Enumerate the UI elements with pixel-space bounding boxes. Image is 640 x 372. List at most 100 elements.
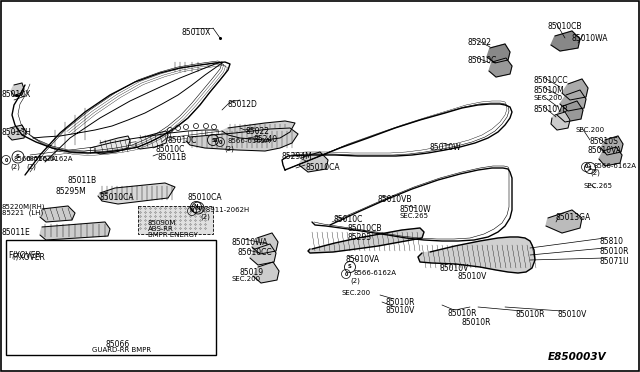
Text: 85066: 85066 — [105, 340, 129, 349]
Text: F/XOVER: F/XOVER — [12, 253, 45, 262]
Text: 85010VA: 85010VA — [345, 255, 379, 264]
Text: 85295M: 85295M — [55, 187, 86, 196]
Text: SEC.200: SEC.200 — [232, 276, 261, 282]
Text: 0: 0 — [584, 164, 588, 170]
Polygon shape — [186, 128, 298, 151]
Polygon shape — [253, 262, 279, 283]
Text: 85010R: 85010R — [462, 318, 492, 327]
Text: N: N — [194, 205, 198, 209]
Text: 85292: 85292 — [468, 38, 492, 47]
Text: 85090M: 85090M — [148, 220, 177, 226]
Text: (2): (2) — [10, 163, 20, 170]
Text: 85011E: 85011E — [2, 228, 31, 237]
Polygon shape — [418, 237, 535, 273]
Text: 85010V: 85010V — [558, 310, 588, 319]
Polygon shape — [8, 125, 26, 140]
Text: 85010X: 85010X — [182, 28, 211, 37]
Text: SEC.200: SEC.200 — [576, 127, 605, 133]
Text: 85010V: 85010V — [458, 272, 488, 281]
Text: SEC.265: SEC.265 — [584, 183, 613, 189]
Bar — [138, 206, 213, 234]
Text: 85013GA: 85013GA — [556, 213, 591, 222]
Text: E850003V: E850003V — [548, 352, 607, 362]
Text: 85019: 85019 — [240, 268, 264, 277]
Text: 08911-2062H: 08911-2062H — [199, 207, 249, 213]
Text: 85010VB: 85010VB — [534, 105, 568, 114]
Text: 85010C: 85010C — [334, 215, 364, 224]
Text: S: S — [213, 138, 217, 142]
Text: BMPR ENERGY: BMPR ENERGY — [148, 232, 198, 238]
Text: 85010W: 85010W — [400, 205, 431, 214]
Text: S: S — [588, 166, 592, 170]
Text: 85010S: 85010S — [590, 137, 619, 146]
Text: SEC.265: SEC.265 — [400, 213, 429, 219]
Text: 8566-6162A: 8566-6162A — [593, 163, 636, 169]
Text: 85010CC: 85010CC — [238, 248, 273, 257]
Text: GUARD-RR BMPR: GUARD-RR BMPR — [92, 347, 151, 353]
Text: 0: 0 — [344, 272, 348, 276]
Text: 85010WA: 85010WA — [572, 34, 609, 43]
Text: F/XOVER: F/XOVER — [8, 250, 41, 259]
Text: 85221  (LH): 85221 (LH) — [2, 210, 44, 217]
Bar — [6, 240, 216, 355]
Text: 85010WA: 85010WA — [232, 238, 269, 247]
Polygon shape — [136, 131, 168, 149]
Polygon shape — [562, 79, 588, 100]
Polygon shape — [11, 83, 24, 96]
Text: 08566-6162A: 08566-6162A — [26, 156, 74, 162]
Text: 85010R: 85010R — [386, 298, 415, 307]
Text: 85010V: 85010V — [386, 306, 415, 315]
Text: 85010W: 85010W — [430, 143, 461, 152]
Text: 85240: 85240 — [254, 135, 278, 144]
Polygon shape — [95, 136, 130, 154]
Text: 85010CB: 85010CB — [348, 224, 383, 233]
Text: 85011B: 85011B — [68, 176, 97, 185]
Text: 85010CA: 85010CA — [100, 193, 134, 202]
Text: 85010CA: 85010CA — [188, 193, 223, 202]
Polygon shape — [487, 44, 510, 63]
Polygon shape — [299, 152, 328, 172]
Polygon shape — [11, 270, 210, 318]
Text: 85010CA: 85010CA — [305, 163, 340, 172]
Text: 85294M: 85294M — [282, 152, 313, 161]
Text: 85012D: 85012D — [228, 100, 258, 109]
Text: 85022: 85022 — [245, 127, 269, 136]
Text: SEC.200: SEC.200 — [534, 95, 563, 101]
Text: (2): (2) — [200, 214, 210, 221]
Polygon shape — [551, 31, 580, 51]
Polygon shape — [560, 90, 586, 111]
Text: S: S — [348, 264, 352, 269]
Text: 85010VB: 85010VB — [378, 195, 413, 204]
Text: S: S — [16, 154, 20, 160]
Polygon shape — [601, 136, 623, 155]
Text: 0: 0 — [4, 157, 8, 163]
Polygon shape — [551, 112, 570, 130]
Text: 85010X: 85010X — [2, 90, 31, 99]
Polygon shape — [599, 147, 622, 166]
Text: 85010VA: 85010VA — [588, 146, 622, 155]
Text: S: S — [211, 138, 215, 142]
Text: 85010V: 85010V — [440, 264, 469, 273]
Text: 85010C: 85010C — [155, 145, 184, 154]
Polygon shape — [308, 228, 424, 253]
Text: 85220M(RH): 85220M(RH) — [2, 203, 45, 209]
Text: 85010C: 85010C — [168, 136, 197, 145]
Polygon shape — [557, 101, 583, 122]
Text: 85810: 85810 — [600, 237, 624, 246]
Text: 85011B: 85011B — [158, 153, 187, 162]
Polygon shape — [222, 121, 295, 140]
Polygon shape — [250, 244, 276, 265]
Text: (2): (2) — [224, 145, 234, 151]
Text: 8566-6162A: 8566-6162A — [227, 138, 270, 144]
Polygon shape — [489, 58, 512, 77]
Polygon shape — [40, 206, 75, 222]
Text: 8566-6162A: 8566-6162A — [353, 270, 396, 276]
Polygon shape — [98, 183, 175, 204]
Text: 8566-6162A: 8566-6162A — [13, 156, 56, 162]
Text: SEC.200: SEC.200 — [342, 290, 371, 296]
Polygon shape — [194, 278, 214, 308]
Polygon shape — [546, 210, 582, 233]
Text: 85010R: 85010R — [600, 247, 630, 256]
Text: 85010CB: 85010CB — [548, 22, 582, 31]
Text: 85010C: 85010C — [468, 56, 497, 65]
